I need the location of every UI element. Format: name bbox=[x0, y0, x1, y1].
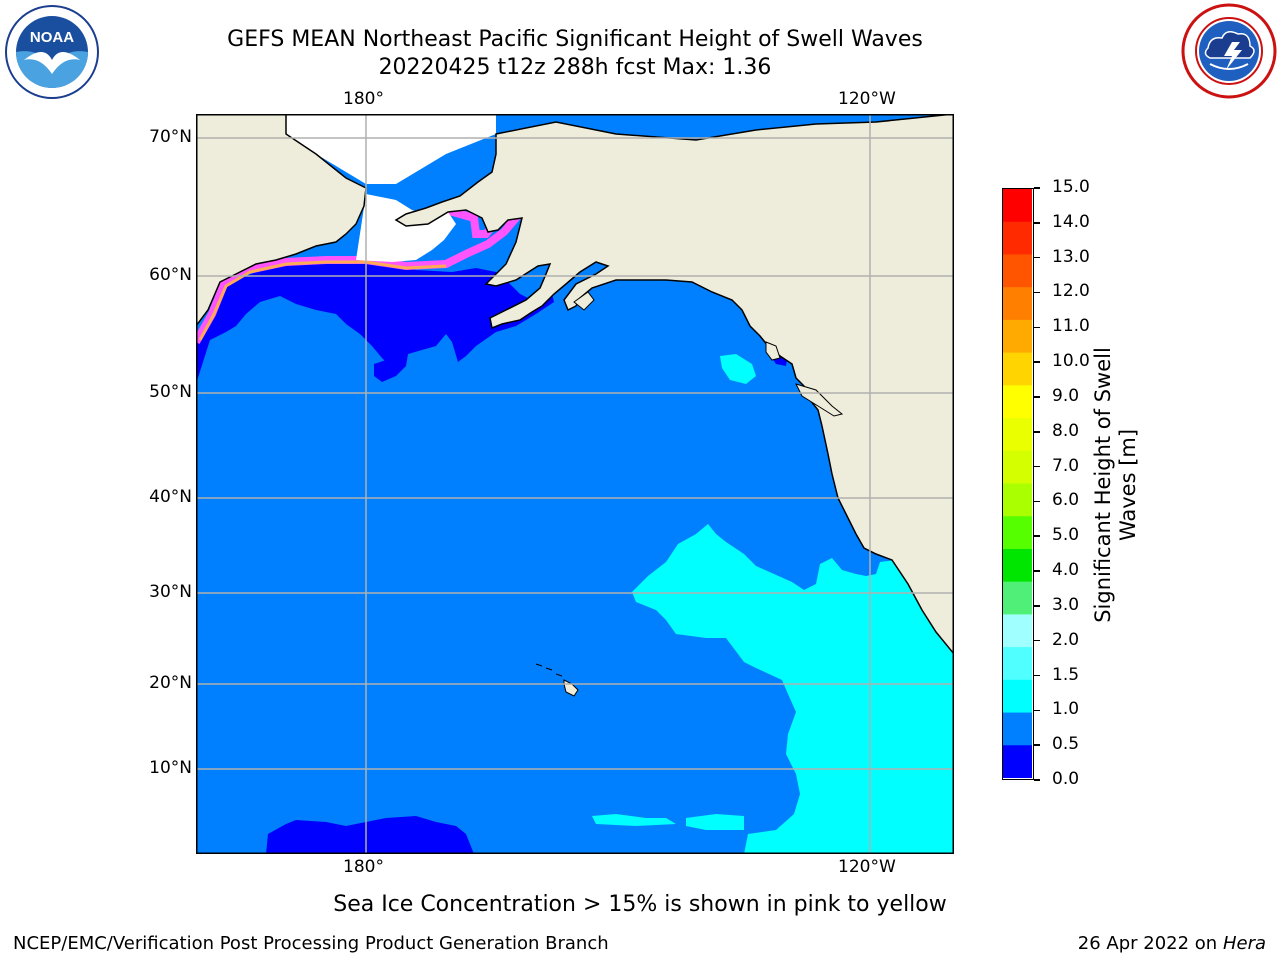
colorbar-tick-mark bbox=[1034, 779, 1040, 781]
colorbar-tick-label: 13.0 bbox=[1052, 246, 1090, 267]
colorbar-tick-label: 11.0 bbox=[1052, 316, 1090, 337]
colorbar-tick-label: 7.0 bbox=[1052, 455, 1080, 476]
swell-height-map bbox=[192, 113, 955, 854]
land-alaska-canada bbox=[394, 113, 955, 657]
colorbar-tick-label: 1.0 bbox=[1052, 699, 1080, 720]
lon-label-bottom-180: 180° bbox=[343, 857, 384, 877]
colorbar-tick-mark bbox=[1034, 500, 1040, 503]
colorbar-band-9 bbox=[1003, 483, 1032, 517]
bering-no-data bbox=[356, 194, 456, 262]
colorbar-tick-mark bbox=[1034, 256, 1040, 259]
colorbar-tick-label: 1.5 bbox=[1052, 664, 1080, 685]
colorbar-band-0 bbox=[1003, 189, 1032, 223]
colorbar-band-14 bbox=[1003, 647, 1032, 681]
lat-label-40n: 40°N bbox=[149, 487, 192, 507]
colorbar-band-2 bbox=[1003, 254, 1032, 288]
swell-region-1to1.5 bbox=[632, 524, 954, 854]
lon-label-top-180: 180° bbox=[343, 89, 384, 109]
colorbar-band-16 bbox=[1003, 712, 1032, 746]
colorbar-tick-label: 6.0 bbox=[1052, 490, 1080, 511]
colorbar-band-7 bbox=[1003, 418, 1032, 452]
colorbar-tick-mark bbox=[1034, 326, 1040, 329]
noaa-logo-text: NOAA bbox=[30, 29, 74, 46]
swell-patch-south bbox=[592, 814, 676, 826]
colorbar-tick-mark bbox=[1034, 361, 1040, 363]
colorbar-tick-mark bbox=[1034, 605, 1040, 607]
nws-logo bbox=[1180, 2, 1278, 100]
swell-patch-gulf bbox=[720, 354, 756, 384]
sea-ice-edge bbox=[192, 205, 527, 344]
colorbar-swatches bbox=[1003, 189, 1032, 778]
colorbar-tick-mark bbox=[1034, 396, 1040, 398]
colorbar-tick-label: 4.0 bbox=[1052, 560, 1080, 581]
lat-label-10n: 10°N bbox=[149, 758, 192, 778]
colorbar-tick-mark bbox=[1034, 709, 1040, 712]
colorbar-band-13 bbox=[1003, 614, 1032, 648]
colorbar-band-15 bbox=[1003, 679, 1032, 714]
footer-date-text: 26 Apr 2022 on bbox=[1077, 933, 1223, 954]
lat-label-50n: 50°N bbox=[149, 382, 192, 402]
colorbar-band-17 bbox=[1003, 745, 1032, 778]
colorbar-tick-label: 15.0 bbox=[1052, 177, 1090, 197]
lon-label-bottom-120w: 120°W bbox=[838, 857, 896, 877]
colorbar-band-4 bbox=[1003, 319, 1032, 354]
colorbar-tick-mark bbox=[1034, 465, 1040, 468]
colorbar-tick-mark bbox=[1034, 222, 1040, 224]
colorbar-tick-mark bbox=[1034, 535, 1040, 537]
land-kodiak bbox=[573, 291, 595, 311]
colorbar-tick-mark bbox=[1034, 431, 1040, 433]
colorbar-tick-label: 8.0 bbox=[1052, 420, 1080, 441]
map-subtitle: 20220425 t12z 288h fcst Max: 1.36 bbox=[378, 55, 772, 80]
colorbar-tick-label: 0.5 bbox=[1052, 734, 1080, 755]
land-hawaii bbox=[535, 663, 579, 697]
map-title: GEFS MEAN Northeast Pacific Significant … bbox=[227, 27, 923, 52]
colorbar-tick-mark bbox=[1034, 291, 1040, 294]
colorbar-tick-label: 9.0 bbox=[1052, 385, 1080, 406]
colorbar bbox=[1002, 188, 1034, 780]
colorbar-band-3 bbox=[1003, 287, 1032, 321]
colorbar-band-10 bbox=[1003, 516, 1032, 550]
colorbar-tick-label: 0.0 bbox=[1052, 769, 1080, 789]
colorbar-tick-label: 2.0 bbox=[1052, 629, 1080, 650]
land-siberia bbox=[195, 113, 367, 329]
graticule bbox=[196, 114, 954, 854]
colorbar-band-12 bbox=[1003, 581, 1032, 615]
colorbar-title-line2: Waves [m] bbox=[1116, 428, 1140, 542]
colorbar-tick-label: 5.0 bbox=[1052, 525, 1080, 546]
lat-label-20n: 20°N bbox=[149, 673, 192, 693]
map-panel bbox=[192, 113, 955, 854]
colorbar-title-line1: Significant Height of Swell bbox=[1091, 347, 1115, 623]
swell-region-0to0.5-island bbox=[374, 358, 406, 382]
colorbar-tick-mark bbox=[1034, 744, 1040, 746]
colorbar-band-6 bbox=[1003, 385, 1032, 419]
swell-region-0to0.5-south bbox=[266, 816, 474, 854]
colorbar-tick-label: 12.0 bbox=[1052, 281, 1090, 302]
colorbar-tick-label: 3.0 bbox=[1052, 594, 1080, 615]
footer-machine: Hera bbox=[1222, 933, 1266, 954]
colorbar-tick-label: 10.0 bbox=[1052, 351, 1090, 372]
footer-credit: NCEP/EMC/Verification Post Processing Pr… bbox=[13, 933, 609, 954]
noaa-logo: NOAA bbox=[4, 4, 100, 100]
footer-date: 26 Apr 2022 on Hera bbox=[1078, 933, 1266, 954]
colorbar-title: Significant Height of Swell Waves [m] bbox=[1091, 347, 1141, 623]
colorbar-tick-mark bbox=[1034, 187, 1040, 189]
sea-ice-note: Sea Ice Concentration > 15% is shown in … bbox=[333, 892, 947, 917]
swell-region-0to0.5-north bbox=[196, 260, 554, 384]
colorbar-tick-mark bbox=[1034, 674, 1040, 677]
colorbar-band-5 bbox=[1003, 352, 1032, 386]
colorbar-band-11 bbox=[1003, 548, 1032, 583]
colorbar-band-1 bbox=[1003, 221, 1032, 256]
colorbar-tick-label: 14.0 bbox=[1052, 211, 1090, 232]
lon-label-top-120w: 120°W bbox=[838, 89, 896, 109]
swell-patch-south2 bbox=[686, 814, 744, 830]
colorbar-band-8 bbox=[1003, 450, 1032, 485]
arctic-no-data bbox=[286, 114, 496, 184]
lat-label-30n: 30°N bbox=[149, 582, 192, 602]
lat-label-70n: 70°N bbox=[149, 127, 192, 147]
land-haida-gwaii bbox=[765, 341, 781, 361]
colorbar-tick-mark bbox=[1034, 639, 1040, 642]
colorbar-tick-mark bbox=[1034, 570, 1040, 572]
sea-ice-edge-orange bbox=[198, 260, 447, 341]
lat-label-60n: 60°N bbox=[149, 265, 192, 285]
